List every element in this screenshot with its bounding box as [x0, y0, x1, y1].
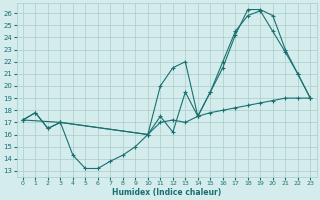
- X-axis label: Humidex (Indice chaleur): Humidex (Indice chaleur): [112, 188, 221, 197]
